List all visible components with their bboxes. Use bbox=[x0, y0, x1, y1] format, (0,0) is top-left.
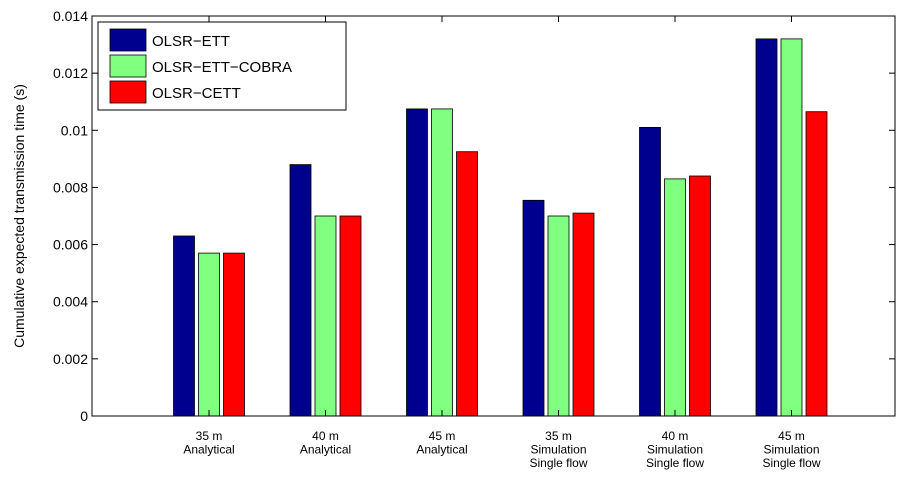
x-tick-label: 35 m Simulation Single flow bbox=[529, 429, 587, 470]
x-tick-label-line: 35 m bbox=[196, 429, 223, 443]
x-tick-label: 45 m Simulation Single flow bbox=[762, 429, 820, 470]
x-tick-label-line: Analytical bbox=[416, 443, 467, 457]
x-tick-label-line: 35 m bbox=[545, 429, 572, 443]
bar-3-3 bbox=[456, 151, 478, 417]
bar-1-3 bbox=[406, 108, 428, 417]
x-tick-label-line: Simulation bbox=[647, 443, 703, 457]
bar-1-5 bbox=[639, 127, 661, 417]
x-tick-label-line: 45 m bbox=[429, 429, 456, 443]
y-tick-label: 0.012 bbox=[53, 65, 88, 81]
legend-label-2: OLSR−ETT−COBRA bbox=[152, 59, 292, 76]
x-tick-label-line: 40 m bbox=[312, 429, 339, 443]
x-tick-label-line: Analytical bbox=[183, 443, 234, 457]
legend-swatch-1 bbox=[109, 28, 147, 52]
bar-3-4 bbox=[572, 212, 595, 417]
bars-layer bbox=[173, 38, 828, 417]
bar-2-6 bbox=[780, 38, 803, 417]
x-tick-label: 35 m Analytical bbox=[183, 429, 234, 457]
x-tick-label: 40 m Simulation Single flow bbox=[646, 429, 704, 470]
x-tick-label-line: 45 m bbox=[778, 429, 805, 443]
legend-swatch-2 bbox=[109, 54, 147, 78]
bar-1-6 bbox=[755, 38, 778, 417]
legend: OLSR−ETT OLSR−ETT−COBRA OLSR−CETT bbox=[97, 21, 347, 111]
y-tick-label: 0.006 bbox=[53, 237, 88, 253]
y-tick-label: 0.002 bbox=[53, 351, 88, 367]
x-tick-label: 40 m Analytical bbox=[300, 429, 351, 457]
legend-swatch-3 bbox=[109, 80, 147, 104]
y-tick-label: 0 bbox=[80, 408, 88, 424]
plot-frame bbox=[91, 15, 896, 417]
y-tick-label: 0.008 bbox=[53, 179, 88, 195]
bar-2-2 bbox=[314, 215, 337, 417]
x-tick-label-line: Simulation bbox=[530, 443, 586, 457]
bar-1-4 bbox=[522, 199, 545, 417]
bar-1-2 bbox=[289, 164, 312, 417]
legend-label-1: OLSR−ETT bbox=[152, 33, 230, 50]
bar-2-4 bbox=[547, 215, 570, 417]
bar-3-2 bbox=[339, 215, 362, 417]
bar-2-5 bbox=[664, 178, 686, 417]
y-tick-label: 0.004 bbox=[53, 294, 88, 310]
y-tick-label: 0.014 bbox=[53, 8, 88, 24]
bar-2-1 bbox=[198, 252, 220, 417]
legend-label-3: OLSR−CETT bbox=[152, 85, 241, 102]
bar-1-1 bbox=[173, 235, 195, 417]
bar-3-5 bbox=[689, 175, 711, 417]
y-axis-label: Cumulative expected transmission time (s… bbox=[11, 84, 27, 348]
x-tick-label-line: Simulation bbox=[763, 443, 819, 457]
bar-3-6 bbox=[805, 111, 828, 417]
x-tick-label-line: Single flow bbox=[762, 456, 820, 470]
x-tick-label-line: Analytical bbox=[300, 443, 351, 457]
x-tick-label-line: Single flow bbox=[646, 456, 704, 470]
x-tick-label-line: Single flow bbox=[529, 456, 587, 470]
bar-2-3 bbox=[431, 108, 453, 417]
x-tick-label-line: 40 m bbox=[662, 429, 689, 443]
x-tick-label: 45 m Analytical bbox=[416, 429, 467, 457]
y-tick-label: 0.01 bbox=[61, 122, 88, 138]
bar-3-1 bbox=[223, 252, 245, 417]
